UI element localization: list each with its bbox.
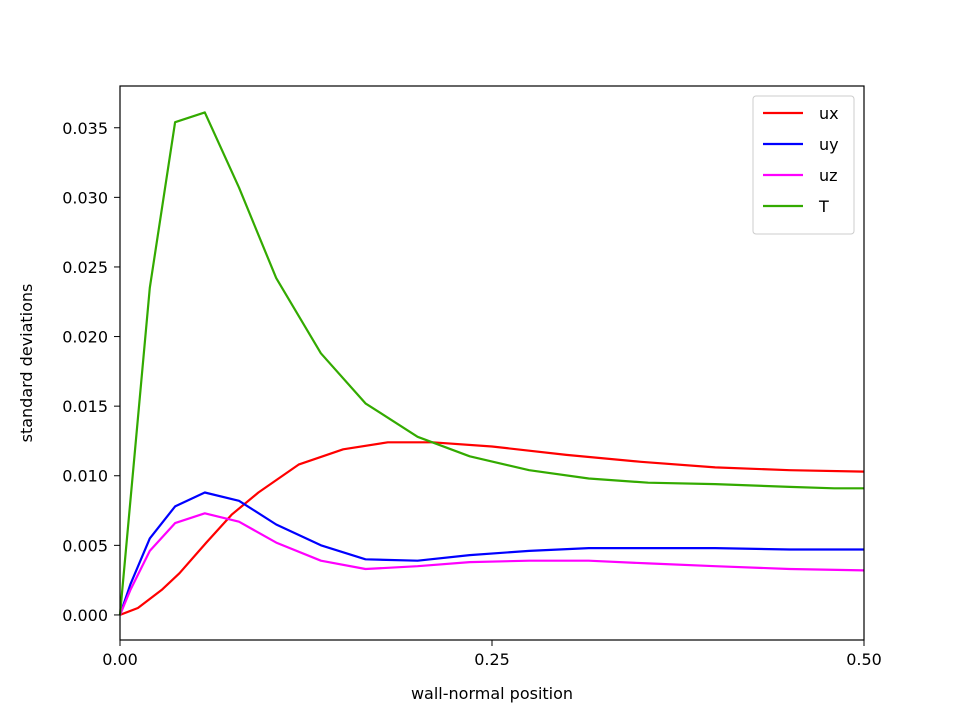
legend-label-uz: uz xyxy=(819,166,838,185)
series-line-uy xyxy=(118,491,864,616)
plot-lines xyxy=(118,111,865,616)
legend-label-ux: ux xyxy=(819,104,839,123)
legend-box xyxy=(752,95,855,235)
y-axis: 0.000 0.005 0.010 0.015 0.020 0.025 0.030 0.035 xyxy=(62,119,120,625)
legend: ux uy uz T xyxy=(752,95,855,235)
y-tick-label: 0.020 xyxy=(62,328,108,347)
y-tick-label: 0.030 xyxy=(62,188,108,207)
series-line-uz xyxy=(118,512,865,616)
series-line-ux xyxy=(119,441,865,616)
y-tick-label: 0.010 xyxy=(62,467,108,486)
x-tick-label: 0.50 xyxy=(846,650,882,669)
y-tick-label: 0.000 xyxy=(62,606,108,625)
x-tick-label: 0.00 xyxy=(102,650,138,669)
y-tick-label: 0.005 xyxy=(62,536,108,555)
series-line-t xyxy=(118,111,864,615)
y-axis-label: standard deviations xyxy=(17,284,36,443)
x-axis: 0.00 0.25 0.50 xyxy=(102,640,882,669)
legend-label-uy: uy xyxy=(819,135,839,154)
x-axis-label: wall-normal position xyxy=(411,684,573,703)
x-tick-label: 0.25 xyxy=(474,650,510,669)
y-tick-label: 0.015 xyxy=(62,397,108,416)
y-tick-label: 0.035 xyxy=(62,119,108,138)
y-tick-label: 0.025 xyxy=(62,258,108,277)
legend-label-t: T xyxy=(818,197,829,216)
